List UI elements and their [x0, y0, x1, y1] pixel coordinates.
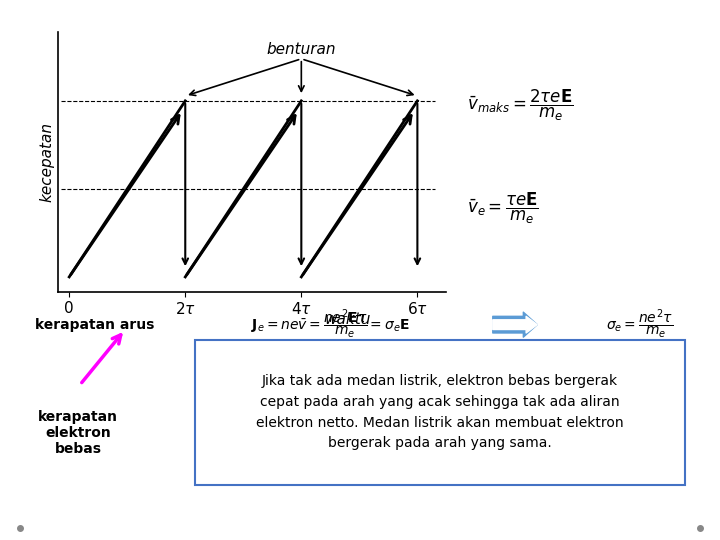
Text: kerapatan arus: kerapatan arus	[35, 318, 155, 332]
Text: waktu: waktu	[325, 312, 371, 327]
Y-axis label: kecepatan: kecepatan	[40, 122, 55, 202]
Text: $\bar{v}_e = \dfrac{\tau e\mathbf{E}}{m_e}$: $\bar{v}_e = \dfrac{\tau e\mathbf{E}}{m_…	[467, 191, 539, 226]
Text: Jika tak ada medan listrik, elektron bebas bergerak
cepat pada arah yang acak se: Jika tak ada medan listrik, elektron beb…	[256, 374, 624, 450]
FancyBboxPatch shape	[195, 340, 685, 485]
Text: benturan: benturan	[266, 42, 336, 57]
Text: kerapatan
elektron
bebas: kerapatan elektron bebas	[38, 410, 118, 456]
Text: $\sigma_e = \dfrac{ne^2\tau}{m_e}$: $\sigma_e = \dfrac{ne^2\tau}{m_e}$	[606, 308, 674, 341]
Text: $\bar{v}_{maks} = \dfrac{2\tau e\mathbf{E}}{m_e}$: $\bar{v}_{maks} = \dfrac{2\tau e\mathbf{…	[467, 87, 573, 123]
FancyArrowPatch shape	[492, 316, 537, 333]
Text: $\mathbf{J}_e = ne\bar{v} = \dfrac{ne^2\mathbf{E}\tau}{m_e} = \sigma_e\mathbf{E}: $\mathbf{J}_e = ne\bar{v} = \dfrac{ne^2\…	[251, 308, 410, 341]
FancyArrowPatch shape	[492, 312, 537, 337]
